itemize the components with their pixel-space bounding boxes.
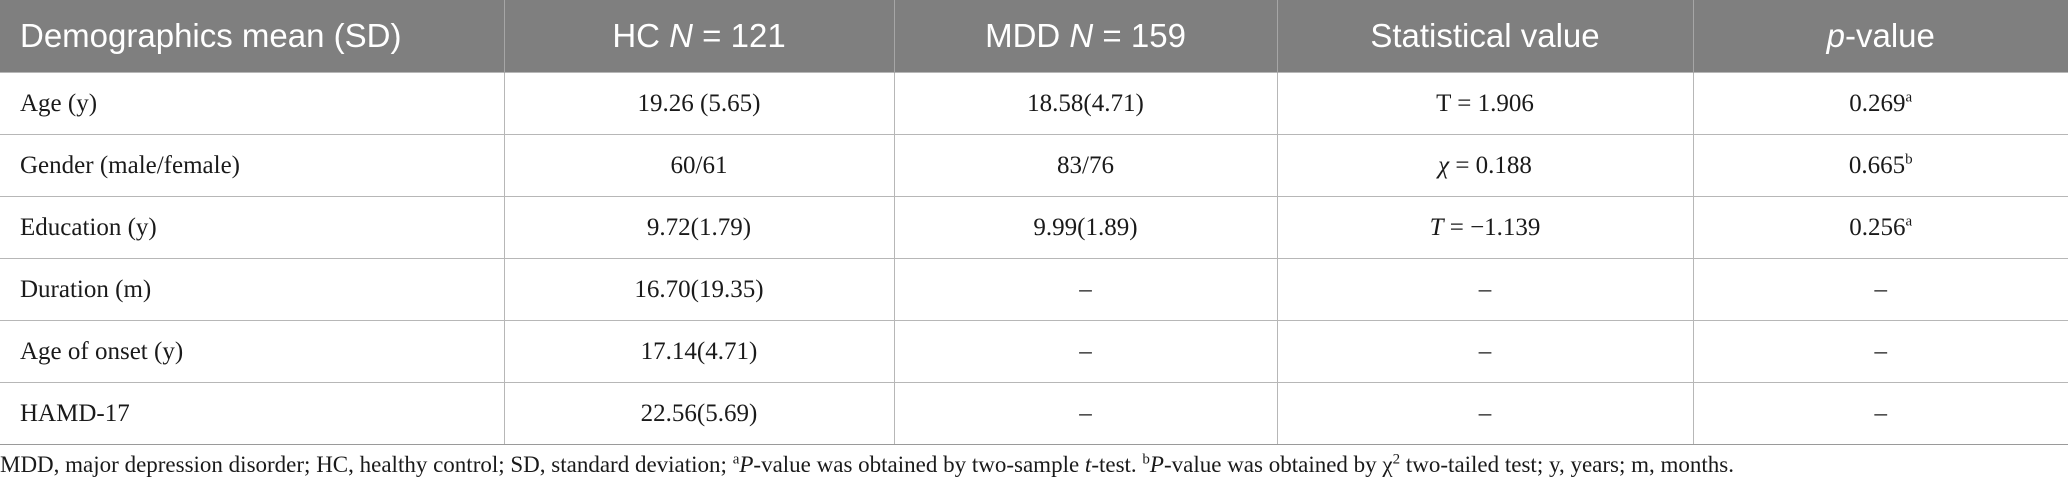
stat-value: –	[1276, 320, 1694, 383]
row-label: HAMD-17	[0, 382, 505, 445]
table-row: Age (y) 19.26 (5.65) 18.58(4.71) T = 1.9…	[0, 72, 2068, 135]
p-value: –	[1692, 382, 2068, 445]
stat-value: –	[1276, 258, 1694, 321]
mdd-value: 18.58(4.71)	[893, 72, 1278, 135]
table-row: Education (y) 9.72(1.79) 9.99(1.89) T = …	[0, 196, 2068, 259]
row-label: Duration (m)	[0, 258, 505, 321]
p-value: 0.665b	[1692, 134, 2068, 197]
table-row: Age of onset (y) 17.14(4.71) – – –	[0, 320, 2068, 383]
p-value: 0.269a	[1692, 72, 2068, 135]
table-body: Age (y) 19.26 (5.65) 18.58(4.71) T = 1.9…	[0, 72, 2068, 445]
stat-value: χ = 0.188	[1276, 134, 1694, 197]
mdd-value: –	[893, 258, 1278, 321]
row-label: Education (y)	[0, 196, 505, 259]
mdd-value: 83/76	[893, 134, 1278, 197]
header-mdd: MDD N = 159	[893, 0, 1277, 73]
header-hc: HC N = 121	[503, 0, 894, 73]
p-value: 0.256a	[1692, 196, 2068, 259]
table-row: HAMD-17 22.56(5.69) – – –	[0, 382, 2068, 445]
header-row: Demographics mean (SD) HC N = 121 MDD N …	[0, 0, 2068, 73]
table-row: Duration (m) 16.70(19.35) – – –	[0, 258, 2068, 321]
header-p-value: p-value	[1692, 0, 2068, 73]
hc-value: 9.72(1.79)	[503, 196, 895, 259]
mdd-value: 9.99(1.89)	[893, 196, 1278, 259]
mdd-value: –	[893, 382, 1278, 445]
header-demographics: Demographics mean (SD)	[0, 0, 504, 73]
table-header: Demographics mean (SD) HC N = 121 MDD N …	[0, 0, 2068, 73]
stat-value: T = −1.139	[1276, 196, 1694, 259]
header-statistical-value: Statistical value	[1276, 0, 1693, 73]
table-row: Gender (male/female) 60/61 83/76 χ = 0.1…	[0, 134, 2068, 197]
hc-value: 60/61	[503, 134, 895, 197]
mdd-value: –	[893, 320, 1278, 383]
row-label: Age of onset (y)	[0, 320, 505, 383]
stat-value: T = 1.906	[1276, 72, 1694, 135]
hc-value: 17.14(4.71)	[503, 320, 895, 383]
hc-value: 16.70(19.35)	[503, 258, 895, 321]
p-value: –	[1692, 320, 2068, 383]
row-label: Gender (male/female)	[0, 134, 505, 197]
row-label: Age (y)	[0, 72, 505, 135]
p-value: –	[1692, 258, 2068, 321]
demographics-table: Demographics mean (SD) HC N = 121 MDD N …	[0, 0, 2068, 445]
hc-value: 22.56(5.69)	[503, 382, 895, 445]
hc-value: 19.26 (5.65)	[503, 72, 895, 135]
stat-value: –	[1276, 382, 1694, 445]
table-footnote: MDD, major depression disorder; HC, heal…	[0, 451, 1735, 477]
